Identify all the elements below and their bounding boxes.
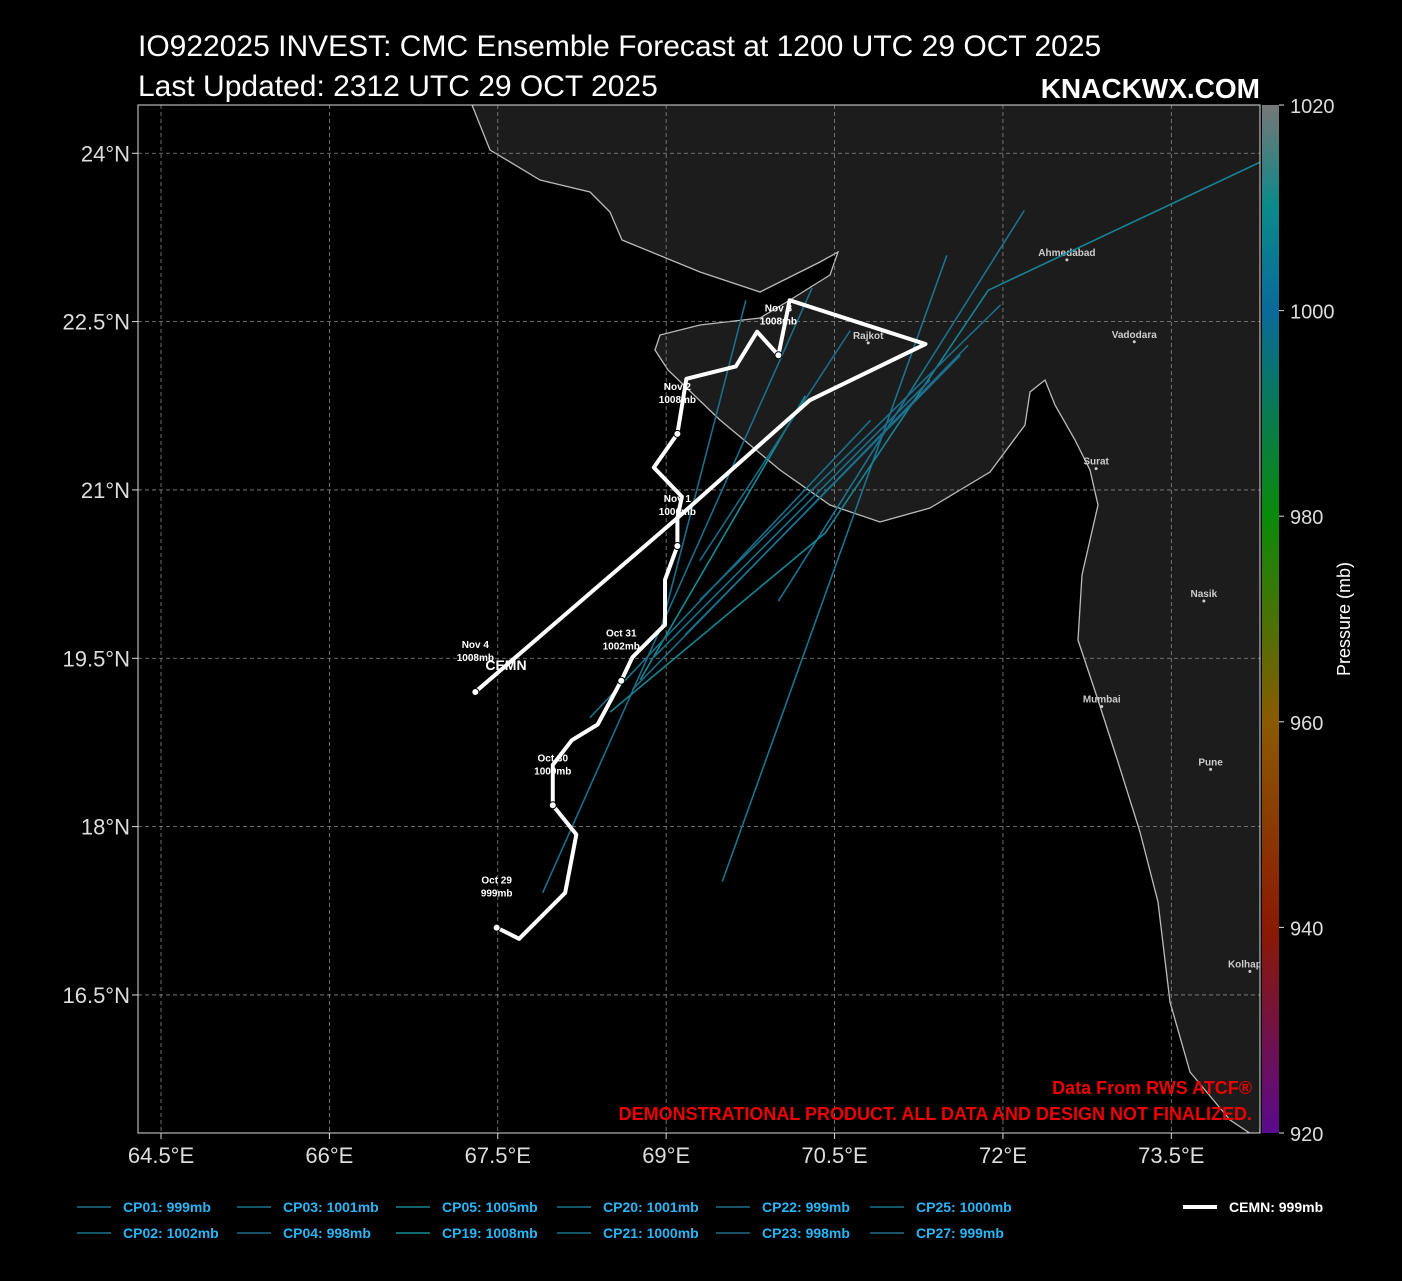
member-track [684,354,961,636]
legend-label: CP22: 999mb [762,1199,850,1215]
brand: KNACKWX.COM [1041,73,1260,104]
annotation-date: Nov 2 [664,382,692,393]
land [471,105,1260,1133]
x-tick-label: 72°E [979,1143,1027,1168]
track-point [673,542,682,551]
track-point [548,801,557,810]
annotation-date: Oct 31 [606,629,637,640]
city-label: Pune [1198,757,1223,768]
legend-label: CP23: 998mb [762,1225,850,1241]
y-tick-label: 24°N [81,141,130,166]
city-label: Surat [1083,457,1109,468]
x-tick-label: 64.5°E [128,1143,194,1168]
member-track [649,379,931,662]
legend-label: CP19: 1008mb [442,1225,538,1241]
member-track [699,304,1002,601]
x-tick-label: 69°E [642,1143,690,1168]
annotation-pressure: 1008mb [760,316,797,327]
annotation-date: Oct 30 [537,753,568,764]
y-tick-label: 22.5°N [62,310,130,335]
annotation-pressure: 999mb [481,889,513,900]
legend-label: CP05: 1005mb [442,1199,538,1215]
legend-label: CP02: 1002mb [123,1225,219,1241]
legend-label: CP01: 999mb [123,1199,211,1215]
member-track [639,395,807,681]
track-point [617,676,626,685]
city-dot [1094,467,1098,471]
track-point [673,429,682,438]
city-dot [1100,705,1104,709]
city-dot [1202,599,1206,603]
city-dot [1248,969,1252,973]
source-note: Data From RWS ATCF® [1052,1078,1252,1098]
city-dot [866,341,870,345]
annotation-pressure: 1008mb [457,653,494,664]
legend-label: CP27: 999mb [916,1225,1004,1241]
member-track [609,161,1260,713]
annotation-date: Oct 29 [481,876,512,887]
colorbar-tick-label: 920 [1290,1124,1323,1146]
y-tick-label: 21°N [81,478,130,503]
member-track [721,255,948,882]
colorbar-tick-label: 1000 [1290,302,1335,324]
annotation-date: Nov 4 [462,640,490,651]
city-label: Nasik [1191,589,1218,600]
city-dot [1132,340,1136,344]
y-tick-label: 16.5°N [62,983,130,1008]
city-label: Kolhapur [1228,959,1272,970]
legend-label: CP21: 1000mb [603,1225,699,1241]
track-point [774,351,783,360]
colorbar-tick-label: 940 [1290,918,1323,940]
track-point [492,923,501,932]
legend-label: CP04: 998mb [283,1225,371,1241]
annotation-pressure: 1008mb [659,395,696,406]
chart-subtitle: Last Updated: 2312 UTC 29 OCT 2025 [138,70,658,103]
city-label: Vadodara [1112,330,1157,341]
colorbar [1262,105,1279,1133]
member-track [699,330,851,562]
x-tick-label: 73.5°E [1138,1143,1204,1168]
annotation-pressure: 1002mb [603,642,640,653]
member-track [777,210,1025,602]
x-tick-label: 67.5°E [465,1143,531,1168]
track-point [471,687,480,696]
annotation-date: Nov 3 [765,303,793,314]
city-dot [1065,258,1069,262]
legend-label: CP25: 1000mb [916,1199,1012,1215]
member-track [589,419,872,719]
city-label: Rajkot [853,331,884,342]
colorbar-label: Pressure (mb) [1334,562,1354,676]
track-label: CEMN [485,657,526,673]
city-dot [1209,767,1213,771]
disclaimer: DEMONSTRATIONAL PRODUCT. ALL DATA AND DE… [619,1104,1252,1124]
member-track [659,300,747,631]
legend-label: CP20: 1001mb [603,1199,699,1215]
annotation-pressure: 1006mb [659,507,696,518]
chart-title: IO922025 INVEST: CMC Ensemble Forecast a… [138,30,1101,63]
map-frame [137,104,1261,1134]
colorbar-tick-label: 1020 [1290,96,1335,118]
y-tick-label: 19.5°N [62,646,130,671]
colorbar-tick-label: 980 [1290,507,1323,529]
annotation-pressure: 1000mb [534,766,571,777]
mean-track [474,298,928,941]
city-label: Mumbai [1083,695,1121,706]
legend-label: CP03: 1001mb [283,1199,379,1215]
x-tick-label: 70.5°E [801,1143,867,1168]
annotation-date: Nov 1 [664,494,692,505]
legend-label: CEMN: 999mb [1229,1199,1323,1215]
x-tick-label: 66°E [305,1143,353,1168]
y-tick-label: 18°N [81,815,130,840]
colorbar-tick-label: 960 [1290,713,1323,735]
member-track [541,287,813,894]
